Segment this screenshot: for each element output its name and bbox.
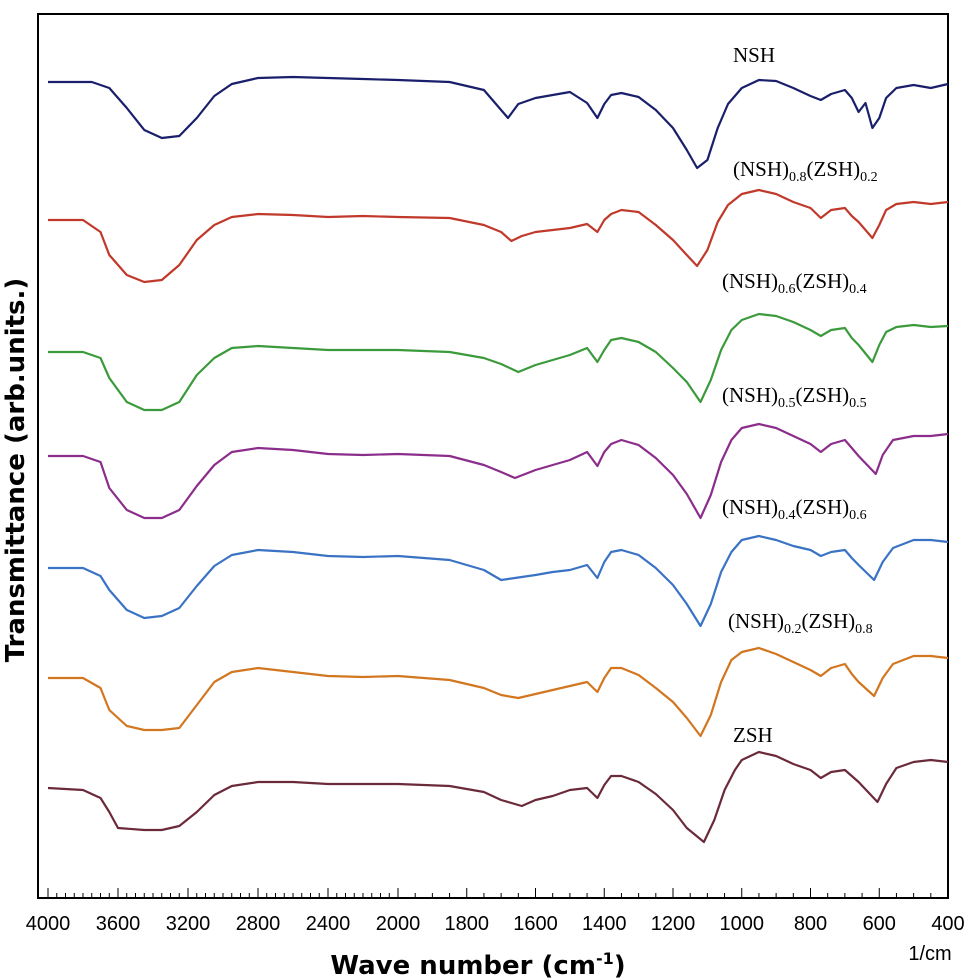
x-tick-label: 1800 (445, 913, 490, 935)
series-line-3 (48, 312, 949, 412)
x-unit-label: 1/cm (908, 943, 951, 965)
series-line-7 (47, 750, 949, 844)
x-tick-label: 1200 (651, 913, 696, 935)
series-label-part: (ZSH) (807, 157, 861, 181)
x-tick-label: 800 (794, 913, 827, 935)
series-lines (47, 75, 949, 844)
series-line-1 (48, 75, 949, 170)
y-axis-title: Transmittance (arb.units.) (1, 278, 31, 663)
series-label-part: 0.8 (855, 622, 873, 637)
x-axis-title-main: Wave number (cm (330, 951, 596, 980)
x-axis-title-close: ) (614, 951, 626, 980)
series-label-3: (NSH)0.6(ZSH)0.4 (722, 269, 867, 297)
x-tick-label: 2000 (376, 913, 421, 935)
series-label-1: NSH (733, 43, 775, 67)
series-label-part: 0.5 (778, 396, 796, 411)
x-axis-title-superscript: -1 (596, 949, 614, 968)
series-label-part: (ZSH) (802, 609, 856, 633)
series-label-6: (NSH)0.2(ZSH)0.8 (728, 609, 873, 637)
x-tick-label: 4000 (26, 913, 71, 935)
series-label-part: (NSH) (728, 609, 784, 633)
series-label-2: (NSH)0.8(ZSH)0.2 (733, 157, 878, 185)
series-label-part: 0.8 (789, 170, 807, 185)
series-label-part: (NSH) (722, 383, 778, 407)
x-tick-label: 1400 (582, 913, 627, 935)
series-label-part: 0.5 (849, 396, 867, 411)
series-label-part: 0.6 (849, 508, 867, 523)
series-label-part: 0.4 (778, 508, 796, 523)
series-label-part: (ZSH) (796, 383, 850, 407)
series-line-5 (48, 534, 949, 628)
series-label-7: ZSH (733, 723, 773, 747)
series-label-part: 0.2 (860, 170, 878, 185)
series-label-part: NSH (733, 43, 775, 67)
series-label-part: 0.2 (784, 622, 802, 637)
series-label-part: (NSH) (733, 157, 789, 181)
x-tick-label: 1600 (513, 913, 558, 935)
x-tick-label: 600 (863, 913, 896, 935)
series-labels: NSH(NSH)0.8(ZSH)0.2(NSH)0.6(ZSH)0.4(NSH)… (722, 43, 878, 747)
series-label-part: (ZSH) (796, 269, 850, 293)
series-label-part: (NSH) (722, 495, 778, 519)
series-label-part: (NSH) (722, 269, 778, 293)
x-axis-title: Wave number (cm-1) (330, 949, 625, 980)
x-tick-label: 3200 (166, 913, 211, 935)
x-tick-label: 1000 (720, 913, 765, 935)
series-label-part: ZSH (733, 723, 773, 747)
series-line-6 (48, 646, 949, 738)
x-axis-ticks: 4000 3600 3200 2800 2400 2000 1800 1600 1400 1200… (26, 888, 965, 935)
series-label-5: (NSH)0.4(ZSH)0.6 (722, 495, 867, 523)
series-label-part: 0.4 (849, 282, 867, 297)
series-label-4: (NSH)0.5(ZSH)0.5 (722, 383, 867, 411)
series-label-part: 0.6 (778, 282, 796, 297)
x-tick-label: 2400 (306, 913, 351, 935)
x-tick-label: 400 (931, 913, 964, 935)
series-label-part: (ZSH) (796, 495, 850, 519)
series-line-4 (48, 422, 949, 520)
plot-frame (37, 13, 949, 899)
x-tick-label: 3600 (96, 913, 141, 935)
series-line-2 (48, 188, 949, 284)
x-tick-label: 2800 (236, 913, 281, 935)
